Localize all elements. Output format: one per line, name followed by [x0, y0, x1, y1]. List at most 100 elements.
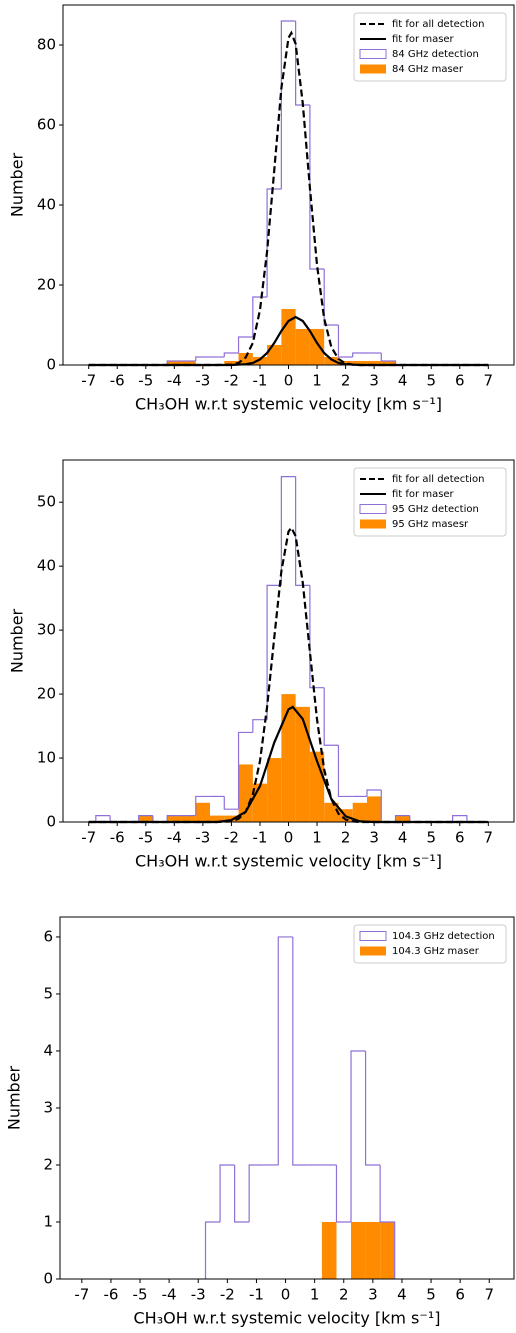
bar	[324, 357, 339, 365]
step-bin	[280, 476, 296, 586]
y-tick-label: 0	[46, 356, 56, 374]
x-tick-label: 7	[484, 372, 494, 390]
bar	[352, 361, 367, 365]
x-tick-label: -6	[103, 1286, 118, 1304]
step-bin	[248, 1164, 264, 1222]
x-tick-label: 0	[281, 1286, 291, 1304]
x-tick-label: 3	[369, 829, 379, 847]
step-bin	[266, 584, 282, 720]
x-axis-label: CH₃OH w.r.t systemic velocity [km s⁻¹]	[134, 1309, 441, 1328]
y-tick-label: 10	[37, 749, 56, 767]
x-tick-label: 5	[426, 372, 436, 390]
y-tick-label: 1	[43, 1212, 53, 1230]
x-tick-label: 1	[310, 1286, 320, 1304]
y-tick-label: 20	[37, 685, 56, 703]
x-tick-label: -2	[224, 372, 239, 390]
y-tick-label: 0	[43, 1270, 53, 1288]
bar	[195, 802, 211, 822]
step-bin	[223, 796, 239, 810]
legend-label: 84 GHz detection	[392, 49, 479, 60]
x-tick-label: 2	[341, 829, 351, 847]
x-tick-label: -5	[138, 829, 153, 847]
x-tick-label: 6	[455, 372, 465, 390]
fit-line	[88, 315, 489, 367]
x-tick-label: 1	[312, 372, 322, 390]
step-bin	[352, 352, 367, 357]
bar	[380, 1221, 395, 1279]
legend-label: 104.3 GHz detection	[392, 931, 495, 942]
bar	[395, 815, 410, 822]
bar	[338, 361, 353, 365]
x-tick-label: 6	[455, 1286, 465, 1304]
x-tick-label: 5	[426, 829, 436, 847]
legend-box	[353, 467, 507, 537]
x-tick-label: 0	[284, 829, 294, 847]
x-tick-label: 3	[369, 372, 379, 390]
x-tick-label: -1	[249, 1286, 264, 1304]
step-bin	[166, 815, 182, 822]
step-bin	[166, 360, 182, 365]
bar	[281, 694, 296, 822]
x-tick-label: -2	[220, 1286, 235, 1304]
x-tick-label: 4	[398, 372, 408, 390]
bar	[252, 357, 268, 365]
bar	[281, 309, 296, 365]
step-bin	[337, 325, 353, 358]
y-tick-label: 60	[37, 116, 56, 134]
x-tick-label: -3	[191, 1286, 206, 1304]
x-tick-label: 7	[484, 829, 494, 847]
legend-box	[353, 12, 507, 82]
y-tick-label: 3	[43, 1098, 53, 1116]
legend-swatch	[360, 64, 386, 74]
bar	[295, 706, 310, 822]
bar	[210, 815, 225, 822]
y-tick-label: 6	[43, 927, 53, 945]
bar	[238, 764, 253, 822]
x-tick-label: -1	[252, 372, 267, 390]
bar	[224, 815, 239, 822]
step-bin	[223, 352, 239, 357]
bar	[267, 758, 282, 822]
x-axis-label: CH₃OH w.r.t systemic velocity [km s⁻¹]	[135, 852, 442, 871]
x-tick-label: 4	[398, 829, 408, 847]
bar	[324, 802, 339, 822]
bar	[224, 361, 239, 365]
bar	[352, 802, 367, 822]
x-tick-label: -7	[81, 829, 96, 847]
x-tick-label: -2	[224, 829, 239, 847]
fit-line	[88, 30, 489, 367]
legend-label: fit for all detection	[392, 19, 484, 30]
x-tick-label: -5	[138, 372, 153, 390]
x-tick-label: -4	[167, 829, 182, 847]
bar	[181, 361, 196, 365]
x-tick-label: 4	[397, 1286, 407, 1304]
x-tick-label: -1	[252, 829, 267, 847]
x-tick-label: -7	[74, 1286, 89, 1304]
bar	[167, 815, 182, 822]
x-tick-label: -4	[162, 1286, 177, 1304]
legend-label: fit for maser	[392, 489, 455, 500]
step-bin	[350, 1050, 366, 1222]
x-tick-label: 5	[426, 1286, 436, 1304]
bar	[167, 361, 182, 365]
step-bin	[237, 731, 253, 810]
y-axis-label: Number	[5, 1065, 24, 1130]
y-tick-label: 80	[37, 36, 56, 54]
bar	[238, 353, 253, 365]
bar	[366, 361, 382, 365]
legend-label: fit for maser	[392, 34, 455, 45]
step-bin	[309, 105, 325, 270]
step-bin	[280, 20, 296, 189]
y-tick-label: 40	[37, 196, 56, 214]
x-tick-label: 1	[312, 829, 322, 847]
step-bin	[337, 745, 353, 798]
x-tick-label: 0	[284, 372, 294, 390]
step-bin	[323, 269, 339, 326]
step-bin	[295, 476, 310, 586]
legend-label: 84 GHz maser	[392, 64, 464, 75]
bar	[366, 796, 382, 822]
step-bin	[277, 936, 293, 1165]
step-bin	[266, 188, 282, 297]
bar	[321, 1221, 337, 1279]
